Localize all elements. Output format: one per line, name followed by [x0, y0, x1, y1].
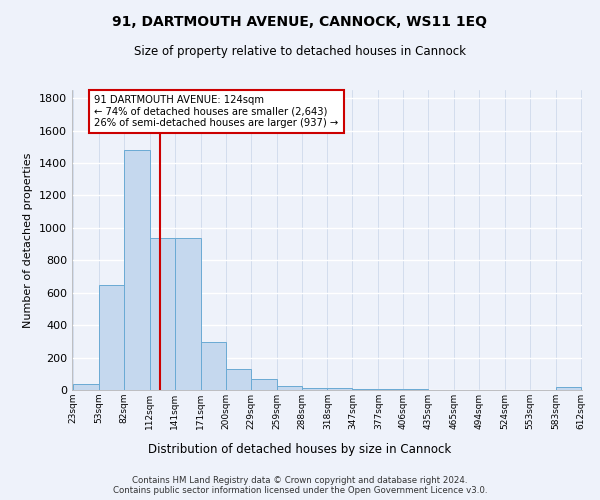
- Bar: [124, 150, 149, 390]
- Text: Distribution of detached houses by size in Cannock: Distribution of detached houses by size …: [148, 442, 452, 456]
- Bar: [73, 384, 99, 390]
- Bar: [352, 389, 379, 390]
- Bar: [403, 389, 428, 390]
- Bar: [226, 369, 251, 390]
- Text: 91, DARTMOUTH AVENUE, CANNOCK, WS11 1EQ: 91, DARTMOUTH AVENUE, CANNOCK, WS11 1EQ: [113, 15, 487, 29]
- Text: 91 DARTMOUTH AVENUE: 124sqm
← 74% of detached houses are smaller (2,643)
26% of : 91 DARTMOUTH AVENUE: 124sqm ← 74% of det…: [94, 95, 338, 128]
- Bar: [277, 386, 302, 390]
- Text: Contains HM Land Registry data © Crown copyright and database right 2024.
Contai: Contains HM Land Registry data © Crown c…: [113, 476, 487, 495]
- Bar: [379, 389, 403, 390]
- Text: Size of property relative to detached houses in Cannock: Size of property relative to detached ho…: [134, 45, 466, 58]
- Bar: [328, 388, 352, 390]
- Bar: [251, 380, 277, 390]
- Bar: [556, 387, 581, 390]
- Bar: [302, 388, 328, 390]
- Bar: [99, 286, 124, 390]
- Bar: [175, 238, 200, 390]
- Bar: [200, 342, 226, 390]
- Y-axis label: Number of detached properties: Number of detached properties: [23, 152, 34, 328]
- Bar: [149, 238, 175, 390]
